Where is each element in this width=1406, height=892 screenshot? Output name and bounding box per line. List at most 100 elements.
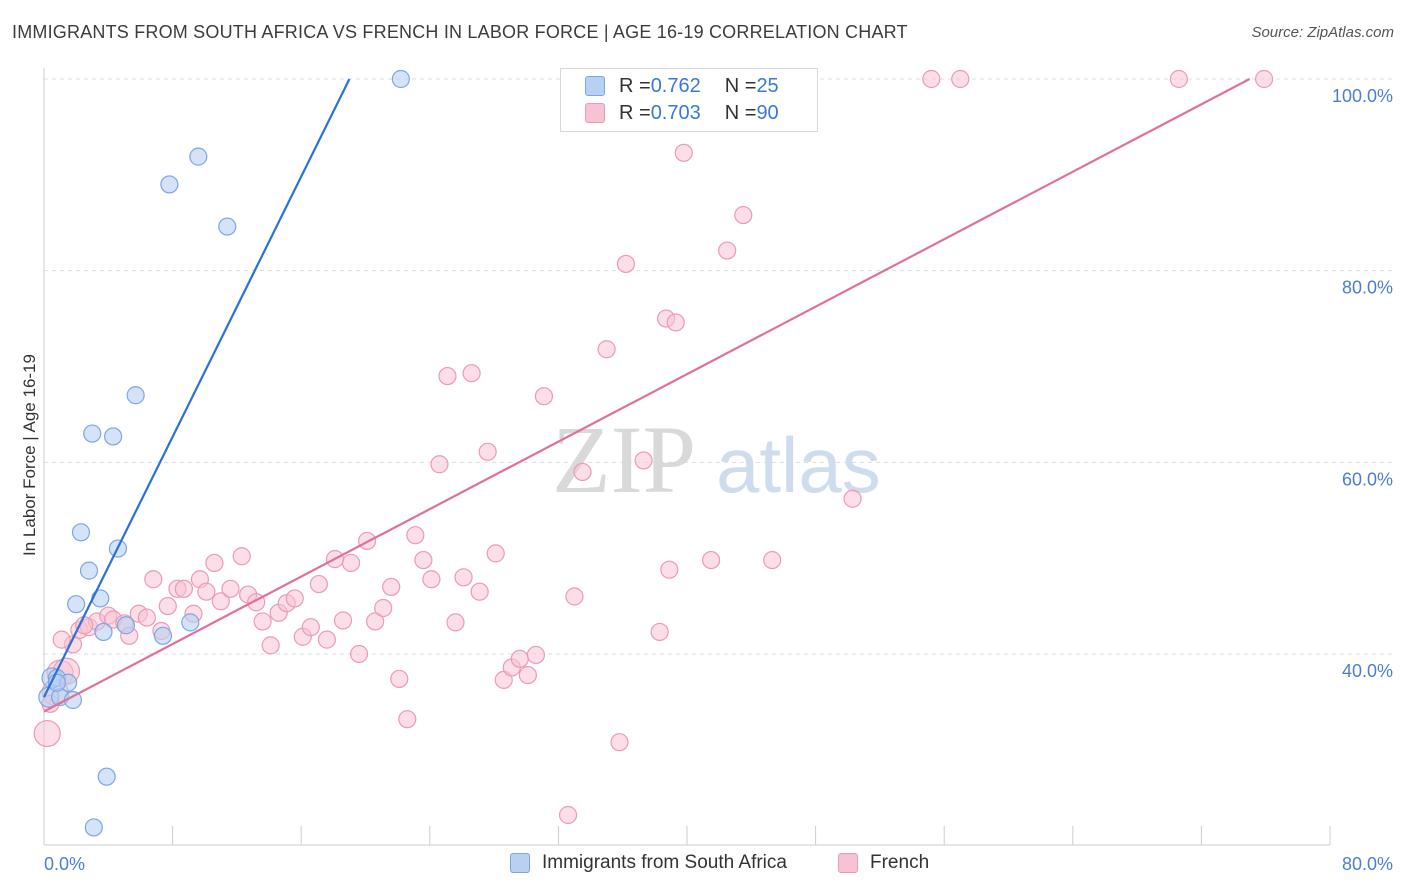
french-point xyxy=(650,622,669,642)
french-point xyxy=(462,364,481,383)
y-tick-label: 40.0% xyxy=(1342,661,1393,681)
french-point xyxy=(211,592,230,611)
french-point xyxy=(446,613,465,632)
french-point xyxy=(666,313,685,332)
french-point xyxy=(197,582,216,601)
south-africa-point xyxy=(104,427,123,446)
french-point xyxy=(414,550,433,570)
legend-r-label: R = xyxy=(619,101,651,124)
french-point xyxy=(616,254,636,274)
french-point xyxy=(144,570,163,589)
trend-lines xyxy=(43,78,1251,713)
french-point xyxy=(478,442,497,461)
y-tick-label: 100.0% xyxy=(1332,86,1393,106)
french-point xyxy=(1254,69,1274,89)
french-point xyxy=(221,579,240,598)
south-africa-point xyxy=(391,69,410,89)
french-point xyxy=(349,644,369,664)
legend-n-label: N = xyxy=(724,101,757,124)
french-point xyxy=(366,612,385,631)
south-africa-point xyxy=(67,595,86,614)
french-point xyxy=(317,630,337,649)
french-point xyxy=(763,550,782,570)
south-africa-point xyxy=(91,589,110,608)
watermark-zip: ZIP xyxy=(552,406,696,513)
south-africa-point xyxy=(218,217,237,236)
legend-row-south-africa: R = 0.762 N = 25 xyxy=(585,73,779,99)
french-point xyxy=(573,462,592,482)
french-point xyxy=(52,630,71,649)
french-point xyxy=(430,455,449,474)
french-point xyxy=(137,608,156,627)
axes xyxy=(43,68,1331,846)
french-point xyxy=(922,69,941,89)
south-africa-point xyxy=(84,818,103,837)
french-point xyxy=(454,568,473,587)
french-point xyxy=(341,553,361,573)
chart-title: IMMIGRANTS FROM SOUTH AFRICA VS FRENCH I… xyxy=(12,22,908,42)
legend-r-value: 0.762 xyxy=(650,74,701,97)
french-point xyxy=(486,544,505,563)
french-point xyxy=(438,366,457,386)
south-africa-point xyxy=(160,175,179,194)
french-point xyxy=(634,451,653,470)
french-point xyxy=(75,616,94,635)
south-africa-point xyxy=(116,616,136,635)
french-point xyxy=(470,582,489,601)
bottom-legend: Immigrants from South Africa French xyxy=(0,852,1406,878)
french-point xyxy=(158,596,177,616)
bottom-legend-label: Immigrants from South Africa xyxy=(542,852,787,873)
legend-n-value: 90 xyxy=(756,101,779,124)
french-point xyxy=(390,669,409,689)
french-point xyxy=(534,387,554,406)
bottom-legend-swatch-pink xyxy=(838,853,858,873)
french-point xyxy=(518,665,537,685)
south-africa-points xyxy=(38,69,410,837)
south-africa-point xyxy=(189,147,208,166)
south-africa-point xyxy=(181,613,200,632)
french-point xyxy=(205,553,224,573)
stats-legend: R = 0.762 N = 25 R = 0.703 N = 90 xyxy=(560,68,818,132)
french-point xyxy=(232,547,251,566)
french-point xyxy=(333,611,353,630)
french-trend-line xyxy=(43,78,1251,713)
french-point xyxy=(565,587,584,606)
french-point xyxy=(702,550,721,570)
french-point xyxy=(261,636,280,655)
south-africa-point xyxy=(97,767,116,786)
french-point xyxy=(718,241,737,260)
legend-r-label: R = xyxy=(619,74,651,97)
source-label: Source: ZipAtlas.com xyxy=(1251,24,1394,41)
french-point xyxy=(382,577,401,597)
french-point xyxy=(526,645,545,665)
legend-row-french: R = 0.703 N = 90 xyxy=(585,100,779,126)
legend-n-label: N = xyxy=(724,74,757,97)
bottom-legend-south-africa: Immigrants from South Africa xyxy=(510,852,787,874)
south-africa-point xyxy=(153,626,173,645)
legend-swatch-pink xyxy=(585,103,605,123)
french-point xyxy=(174,579,193,598)
gridlines xyxy=(44,78,1392,655)
french-point xyxy=(597,340,616,359)
south-africa-point xyxy=(79,561,99,580)
x-tick-label: 80.0% xyxy=(1342,854,1393,874)
legend-r-value: 0.703 xyxy=(650,101,701,124)
french-point xyxy=(374,598,393,618)
south-africa-trend-line xyxy=(43,78,351,698)
legend-n-value: 25 xyxy=(756,74,779,97)
south-africa-point xyxy=(126,386,145,405)
french-point xyxy=(951,69,970,89)
south-africa-point xyxy=(83,424,102,443)
south-africa-point xyxy=(71,523,91,542)
french-point xyxy=(660,560,679,579)
legend-swatch-blue xyxy=(585,76,605,96)
french-point xyxy=(610,733,629,752)
french-points xyxy=(33,69,1274,825)
french-point xyxy=(398,710,417,729)
french-point xyxy=(285,589,304,608)
french-point xyxy=(510,649,529,668)
french-point xyxy=(33,719,61,748)
bottom-legend-swatch-blue xyxy=(510,853,530,873)
y-tick-labels: 40.0% 60.0% 80.0% 100.0% xyxy=(1332,86,1393,681)
y-axis-label: In Labor Force | Age 16-19 xyxy=(20,354,39,556)
